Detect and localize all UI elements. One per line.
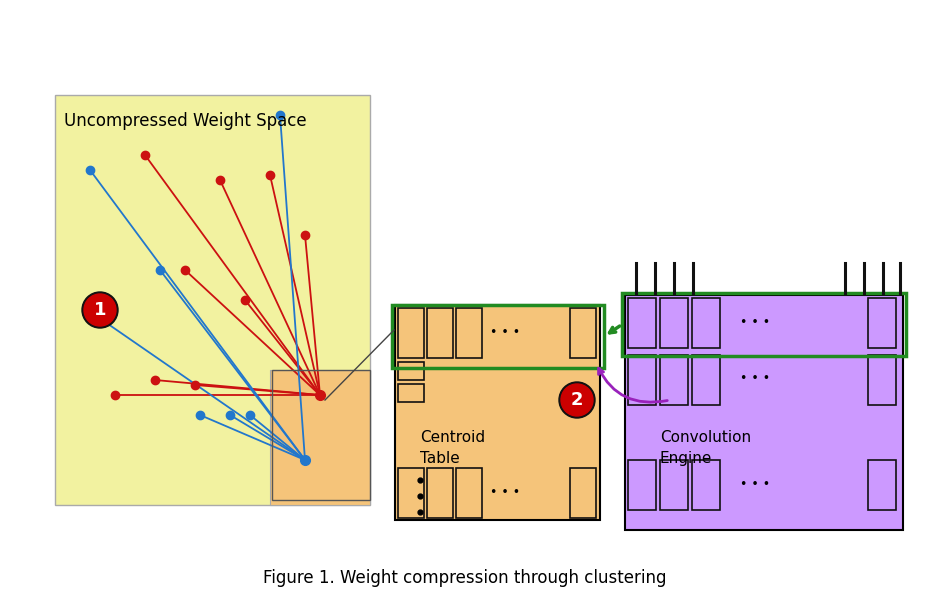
Bar <box>867 298 895 348</box>
Bar <box>397 362 423 380</box>
Bar <box>691 298 719 348</box>
Bar <box>659 355 688 405</box>
Bar <box>622 293 905 356</box>
Text: • • •: • • • <box>489 486 520 499</box>
Bar <box>867 460 895 510</box>
Bar <box>659 298 688 348</box>
Text: Figure 1. Weight compression through clustering: Figure 1. Weight compression through clu… <box>263 569 665 587</box>
Bar <box>625 295 902 530</box>
Bar <box>456 468 482 518</box>
Bar <box>394 305 599 520</box>
Bar <box>627 460 655 510</box>
Bar <box>270 370 369 505</box>
Bar <box>427 468 453 518</box>
Bar <box>55 95 369 505</box>
Bar <box>397 468 423 518</box>
Bar <box>397 308 423 358</box>
Text: 1: 1 <box>94 301 106 319</box>
Circle shape <box>84 294 116 326</box>
Text: • • •: • • • <box>739 315 769 329</box>
Bar <box>427 308 453 358</box>
Text: Uncompressed Weight Space: Uncompressed Weight Space <box>64 112 306 130</box>
Bar <box>392 305 603 368</box>
Bar <box>627 298 655 348</box>
Bar <box>272 370 369 500</box>
Bar <box>456 308 482 358</box>
Text: Centroid
Table: Centroid Table <box>419 430 484 466</box>
Bar <box>659 460 688 510</box>
Bar <box>397 384 423 402</box>
Text: 2: 2 <box>570 391 583 409</box>
Circle shape <box>559 382 594 418</box>
Bar <box>570 468 596 518</box>
Bar <box>570 308 596 358</box>
Bar <box>691 355 719 405</box>
Bar <box>627 355 655 405</box>
Circle shape <box>561 384 592 416</box>
Text: • • •: • • • <box>739 478 769 491</box>
Bar <box>867 355 895 405</box>
Circle shape <box>82 292 118 328</box>
Text: Convolution
Engine: Convolution Engine <box>659 430 751 466</box>
Bar <box>691 460 719 510</box>
Text: • • •: • • • <box>489 326 520 338</box>
Text: • • •: • • • <box>739 373 769 386</box>
